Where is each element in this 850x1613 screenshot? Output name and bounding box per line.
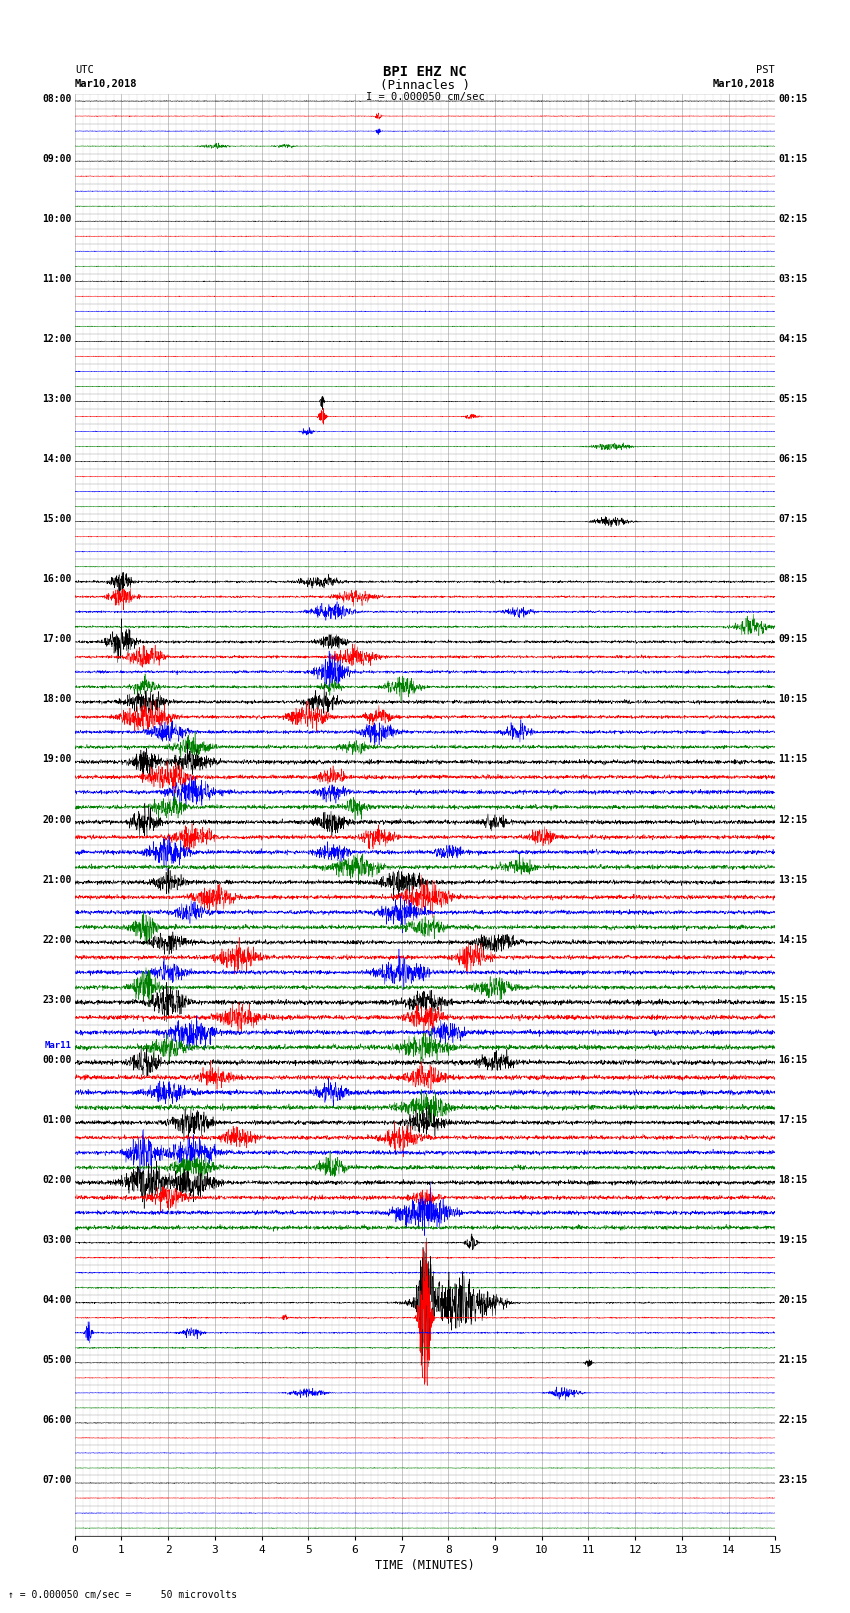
Text: 22:15: 22:15 [779, 1416, 808, 1426]
Text: 04:00: 04:00 [42, 1295, 71, 1305]
Text: PST: PST [756, 65, 775, 74]
Text: 02:00: 02:00 [42, 1174, 71, 1186]
Text: 06:15: 06:15 [779, 455, 808, 465]
Text: 06:00: 06:00 [42, 1416, 71, 1426]
Text: UTC: UTC [75, 65, 94, 74]
Text: 11:15: 11:15 [779, 755, 808, 765]
Text: 07:15: 07:15 [779, 515, 808, 524]
Text: (Pinnacles ): (Pinnacles ) [380, 79, 470, 92]
Text: 21:00: 21:00 [42, 874, 71, 884]
Text: 14:15: 14:15 [779, 936, 808, 945]
Text: 12:15: 12:15 [779, 815, 808, 824]
Text: ↑ = 0.000050 cm/sec =     50 microvolts: ↑ = 0.000050 cm/sec = 50 microvolts [8, 1590, 238, 1600]
Text: 09:00: 09:00 [42, 153, 71, 163]
Text: 09:15: 09:15 [779, 634, 808, 644]
Text: 23:00: 23:00 [42, 995, 71, 1005]
Text: BPI EHZ NC: BPI EHZ NC [383, 65, 467, 79]
Text: I = 0.000050 cm/sec: I = 0.000050 cm/sec [366, 92, 484, 102]
Text: 20:00: 20:00 [42, 815, 71, 824]
Text: 13:15: 13:15 [779, 874, 808, 884]
Text: Mar10,2018: Mar10,2018 [75, 79, 138, 89]
Text: 05:15: 05:15 [779, 394, 808, 403]
Text: 08:00: 08:00 [42, 94, 71, 103]
Text: 01:00: 01:00 [42, 1115, 71, 1124]
Text: 04:15: 04:15 [779, 334, 808, 344]
Text: Mar10,2018: Mar10,2018 [712, 79, 775, 89]
Text: 16:00: 16:00 [42, 574, 71, 584]
Text: 00:00: 00:00 [42, 1055, 71, 1065]
Text: 07:00: 07:00 [42, 1476, 71, 1486]
Text: 22:00: 22:00 [42, 936, 71, 945]
Text: 21:15: 21:15 [779, 1355, 808, 1365]
X-axis label: TIME (MINUTES): TIME (MINUTES) [375, 1558, 475, 1571]
Text: 16:15: 16:15 [779, 1055, 808, 1065]
Text: 18:15: 18:15 [779, 1174, 808, 1186]
Text: 12:00: 12:00 [42, 334, 71, 344]
Text: 02:15: 02:15 [779, 215, 808, 224]
Text: 19:15: 19:15 [779, 1236, 808, 1245]
Text: 08:15: 08:15 [779, 574, 808, 584]
Text: 13:00: 13:00 [42, 394, 71, 403]
Text: 17:15: 17:15 [779, 1115, 808, 1124]
Text: 10:15: 10:15 [779, 694, 808, 705]
Text: 00:15: 00:15 [779, 94, 808, 103]
Text: 18:00: 18:00 [42, 694, 71, 705]
Text: 01:15: 01:15 [779, 153, 808, 163]
Text: 19:00: 19:00 [42, 755, 71, 765]
Text: 11:00: 11:00 [42, 274, 71, 284]
Text: 03:15: 03:15 [779, 274, 808, 284]
Text: 15:00: 15:00 [42, 515, 71, 524]
Text: 05:00: 05:00 [42, 1355, 71, 1365]
Text: 14:00: 14:00 [42, 455, 71, 465]
Text: 15:15: 15:15 [779, 995, 808, 1005]
Text: 17:00: 17:00 [42, 634, 71, 644]
Text: 23:15: 23:15 [779, 1476, 808, 1486]
Text: 20:15: 20:15 [779, 1295, 808, 1305]
Text: Mar11: Mar11 [44, 1040, 71, 1050]
Text: 10:00: 10:00 [42, 215, 71, 224]
Text: 03:00: 03:00 [42, 1236, 71, 1245]
